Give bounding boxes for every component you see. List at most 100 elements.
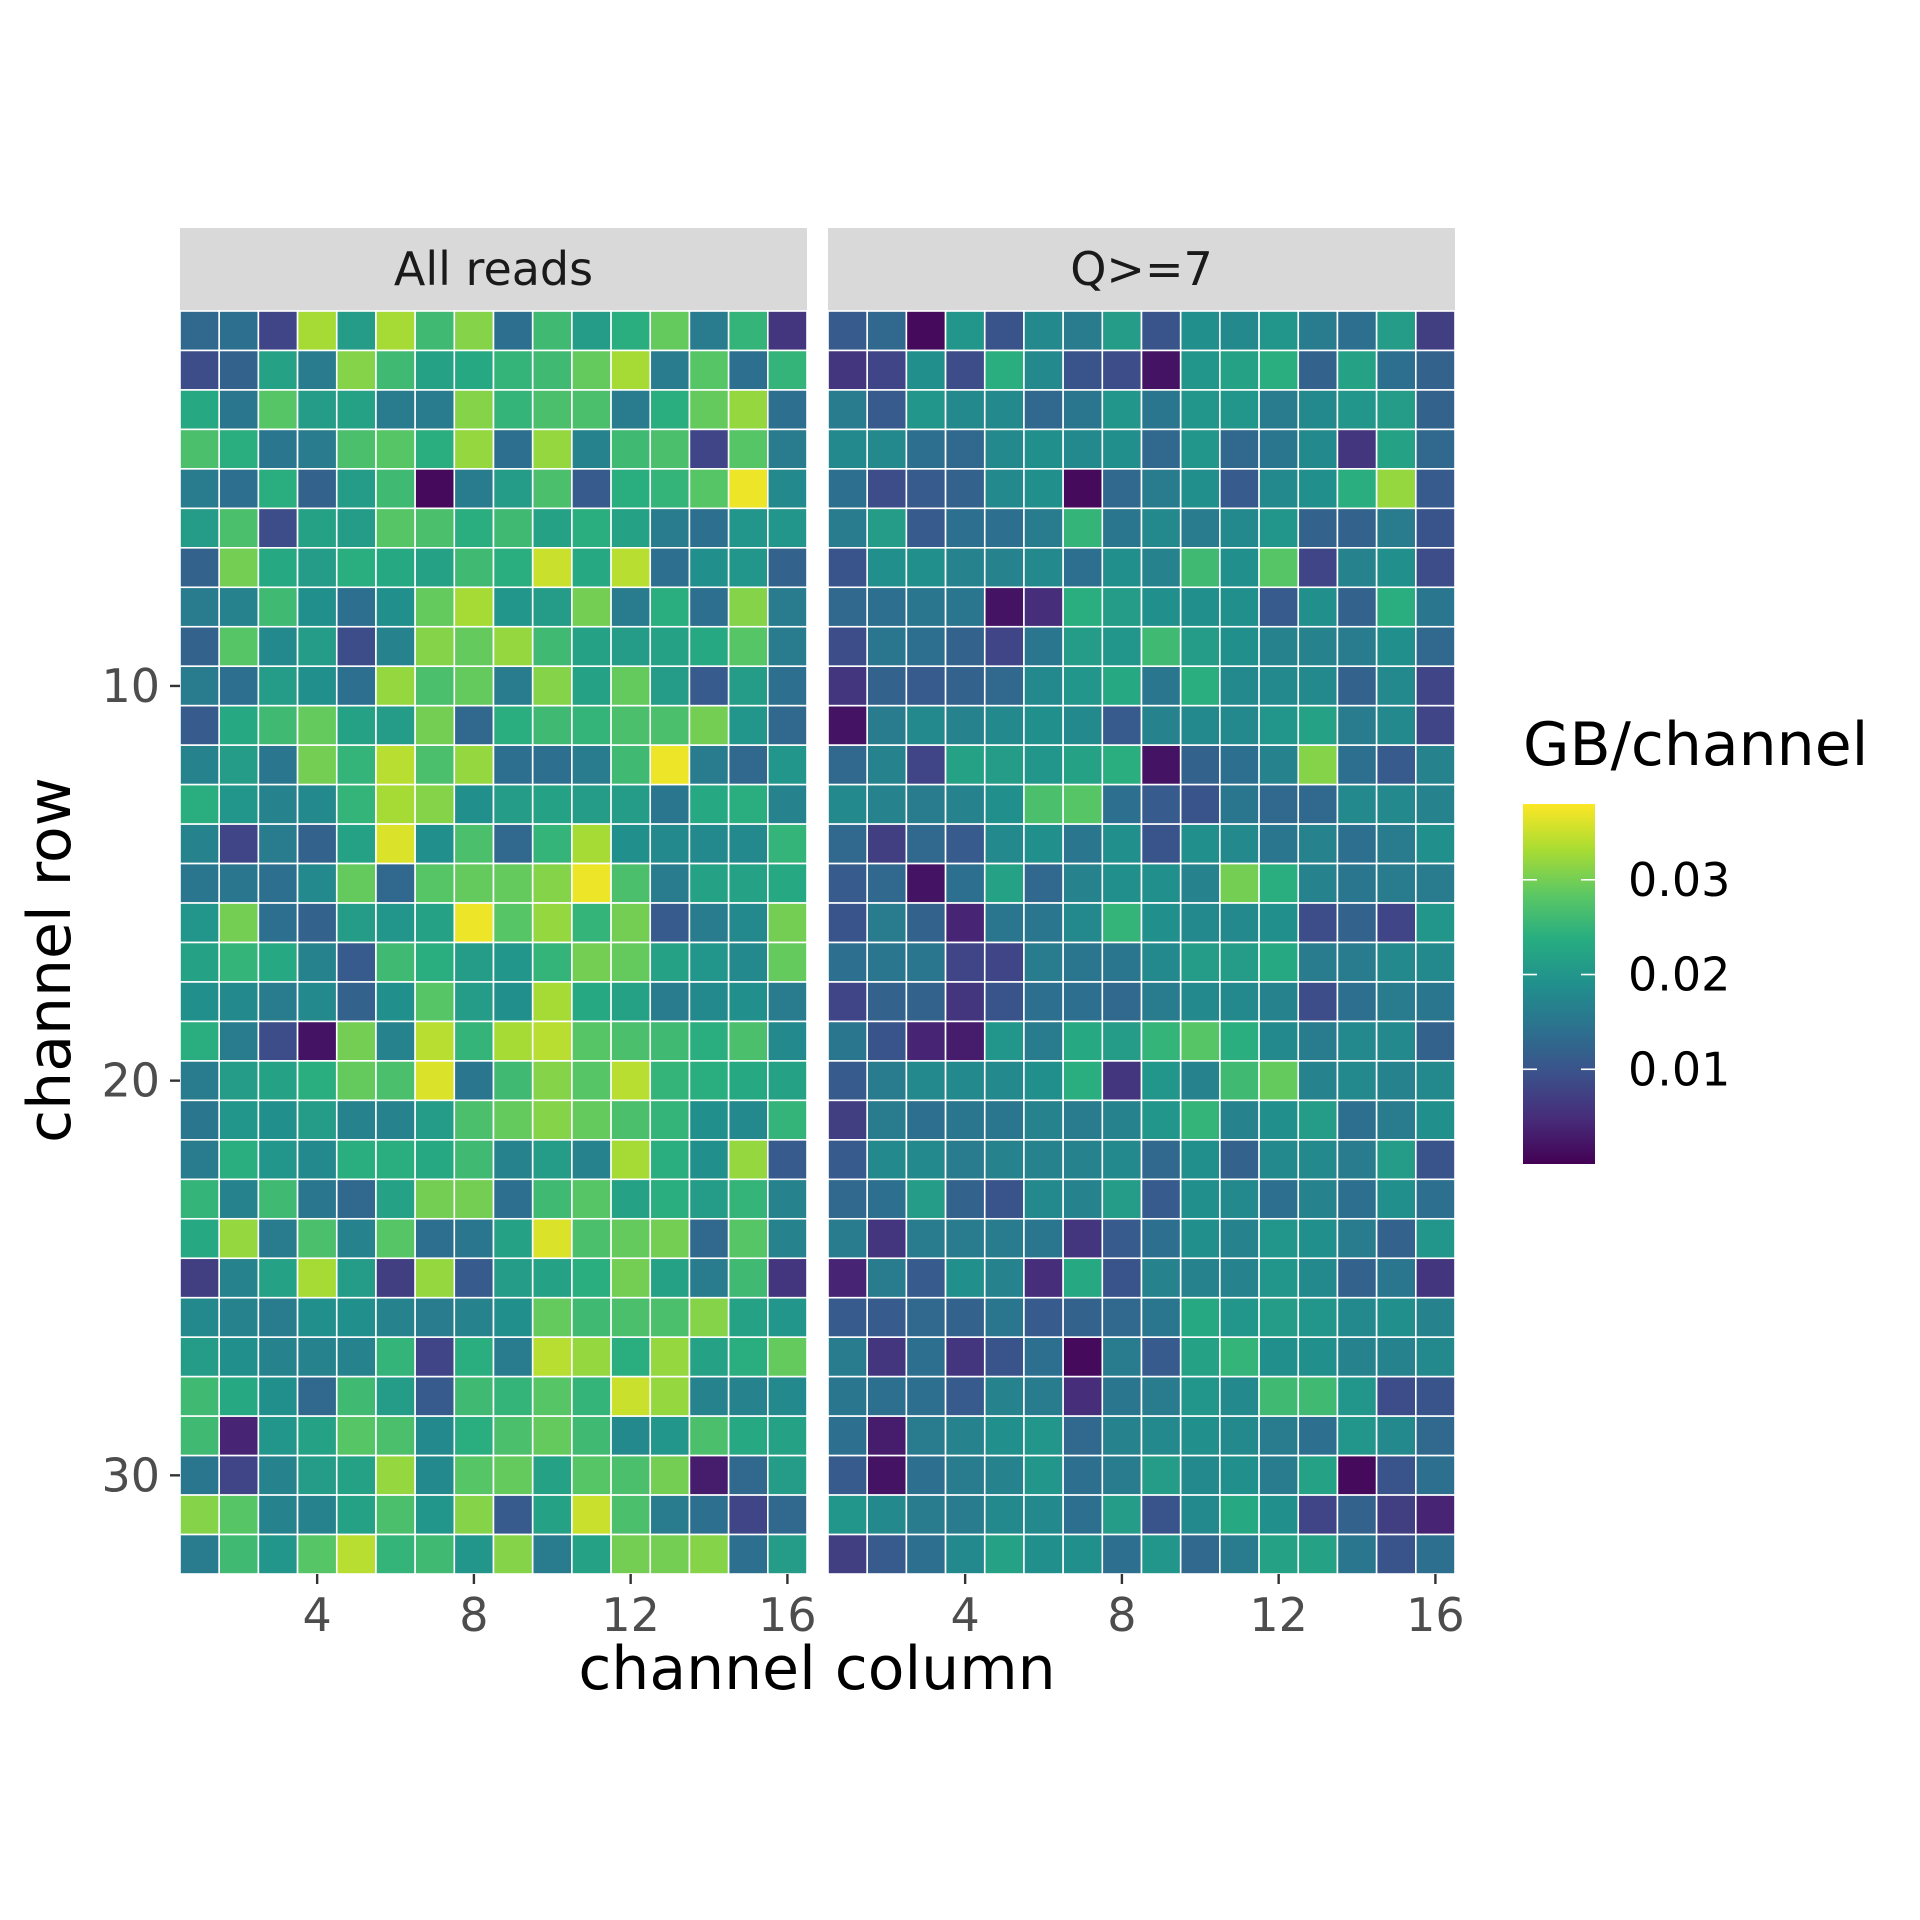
heatmap-cell-all-reads (257, 507, 299, 549)
heatmap-cell-q7 (1219, 389, 1260, 431)
heatmap-cell-all-reads (492, 744, 534, 786)
heatmap-cell-q7 (905, 468, 947, 510)
heatmap-cell-all-reads (218, 1296, 260, 1338)
heatmap-cell-q7 (1219, 783, 1260, 825)
heatmap-cell-q7 (1336, 941, 1378, 983)
heatmap-cell-all-reads (767, 1060, 808, 1102)
heatmap-cell-all-reads (767, 625, 808, 668)
heatmap-cell-all-reads (257, 1060, 299, 1102)
heatmap-cell-q7 (866, 468, 908, 510)
heatmap-cell-all-reads (688, 1139, 730, 1181)
heatmap-cell-all-reads (414, 547, 456, 589)
heatmap-cell-all-reads (571, 902, 612, 944)
heatmap-cell-all-reads (335, 1454, 377, 1496)
heatmap-cell-q7 (1101, 744, 1143, 786)
heatmap-cell-q7 (1415, 1336, 1456, 1378)
heatmap-cell-all-reads (610, 547, 652, 589)
heatmap-cell-q7 (983, 1533, 1025, 1575)
heatmap-cell-q7 (866, 1099, 908, 1141)
heatmap-cell-all-reads (492, 586, 534, 628)
heatmap-cell-q7 (1179, 1454, 1221, 1496)
heatmap-cell-q7 (944, 547, 986, 589)
heatmap-cell-all-reads (296, 1415, 338, 1457)
heatmap-cell-all-reads (414, 1296, 456, 1338)
heatmap-cell-q7 (1179, 902, 1221, 944)
heatmap-cell-q7 (944, 823, 986, 865)
heatmap-cell-all-reads (179, 428, 220, 470)
heatmap-cell-all-reads (610, 823, 652, 865)
y-tick-label: 20 (101, 1054, 160, 1108)
heatmap-cell-q7 (905, 862, 947, 904)
heatmap-cell-q7 (1023, 823, 1064, 865)
heatmap-cell-q7 (1336, 862, 1378, 904)
heatmap-cell-all-reads (727, 1454, 769, 1496)
heatmap-cell-q7 (1023, 665, 1064, 707)
heatmap-cell-all-reads (414, 1139, 456, 1181)
facet-strip-label-q7: Q>=7 (1070, 242, 1213, 296)
x-tick-label: 12 (1249, 1588, 1308, 1642)
heatmap-cell-all-reads (688, 310, 730, 352)
heatmap-cell-all-reads (688, 862, 730, 904)
heatmap-cell-q7 (1062, 1336, 1104, 1378)
heatmap-cell-q7 (1023, 1296, 1064, 1338)
heatmap-cell-all-reads (218, 625, 260, 668)
heatmap-cell-all-reads (218, 1060, 260, 1102)
heatmap-cell-q7 (1101, 981, 1143, 1023)
heatmap-cell-all-reads (414, 507, 456, 549)
heatmap-cell-q7 (1415, 625, 1456, 668)
heatmap-cell-all-reads (179, 665, 220, 707)
heatmap-cell-q7 (827, 1139, 868, 1181)
heatmap-cell-all-reads (571, 1020, 612, 1062)
heatmap-cell-q7 (983, 1336, 1025, 1378)
heatmap-cell-q7 (905, 1296, 947, 1338)
heatmap-cell-all-reads (179, 1375, 220, 1417)
heatmap-cell-q7 (1023, 1217, 1064, 1260)
heatmap-cell-all-reads (335, 547, 377, 589)
heatmap-cell-q7 (905, 1099, 947, 1141)
heatmap-cell-all-reads (335, 468, 377, 510)
heatmap-cell-all-reads (727, 981, 769, 1023)
heatmap-cell-all-reads (257, 428, 299, 470)
heatmap-cell-q7 (983, 1099, 1025, 1141)
heatmap-cell-all-reads (610, 1454, 652, 1496)
heatmap-cell-q7 (944, 1296, 986, 1338)
heatmap-cell-all-reads (257, 704, 299, 746)
heatmap-cell-all-reads (767, 1099, 808, 1141)
heatmap-cell-all-reads (375, 902, 416, 944)
heatmap-cell-all-reads (179, 862, 220, 904)
heatmap-cell-all-reads (649, 1217, 691, 1260)
heatmap-cell-q7 (1101, 1454, 1143, 1496)
legend-ticks: 0.01 0.02 0.03 (1523, 853, 1730, 1096)
heatmap-cell-q7 (1179, 744, 1221, 786)
heatmap-cell-all-reads (375, 1454, 416, 1496)
facet-panel-q7: Q>=7 4 8 12 16 (827, 228, 1465, 1642)
heatmap-cell-q7 (1336, 665, 1378, 707)
heatmap-cell-all-reads (727, 1178, 769, 1220)
heatmap-cell-all-reads (688, 625, 730, 668)
heatmap-cell-all-reads (688, 389, 730, 431)
heatmap-cell-q7 (1101, 704, 1143, 746)
heatmap-cell-all-reads (610, 1060, 652, 1102)
heatmap-cell-all-reads (335, 1257, 377, 1299)
heatmap-cell-q7 (1023, 902, 1064, 944)
heatmap-cell-all-reads (179, 1494, 220, 1536)
heatmap-cell-all-reads (257, 1533, 299, 1575)
heatmap-cell-q7 (1023, 625, 1064, 668)
heatmap-cell-q7 (1101, 665, 1143, 707)
heatmap-cell-q7 (1140, 783, 1182, 825)
heatmap-cell-all-reads (335, 1217, 377, 1260)
heatmap-cell-q7 (1140, 704, 1182, 746)
heatmap-cell-q7 (1023, 586, 1064, 628)
heatmap-cell-all-reads (218, 428, 260, 470)
heatmap-cell-all-reads (531, 310, 573, 352)
heatmap-cell-all-reads (335, 507, 377, 549)
heatmap-cell-all-reads (649, 1178, 691, 1220)
heatmap-cell-q7 (1140, 1139, 1182, 1181)
heatmap-cell-all-reads (649, 1533, 691, 1575)
heatmap-cell-q7 (1023, 704, 1064, 746)
heatmap-cell-q7 (944, 507, 986, 549)
heatmap-cell-all-reads (531, 1533, 573, 1575)
heatmap-cell-q7 (827, 1178, 868, 1220)
heatmap-cell-q7 (1336, 1415, 1378, 1457)
heatmap-cell-all-reads (688, 902, 730, 944)
